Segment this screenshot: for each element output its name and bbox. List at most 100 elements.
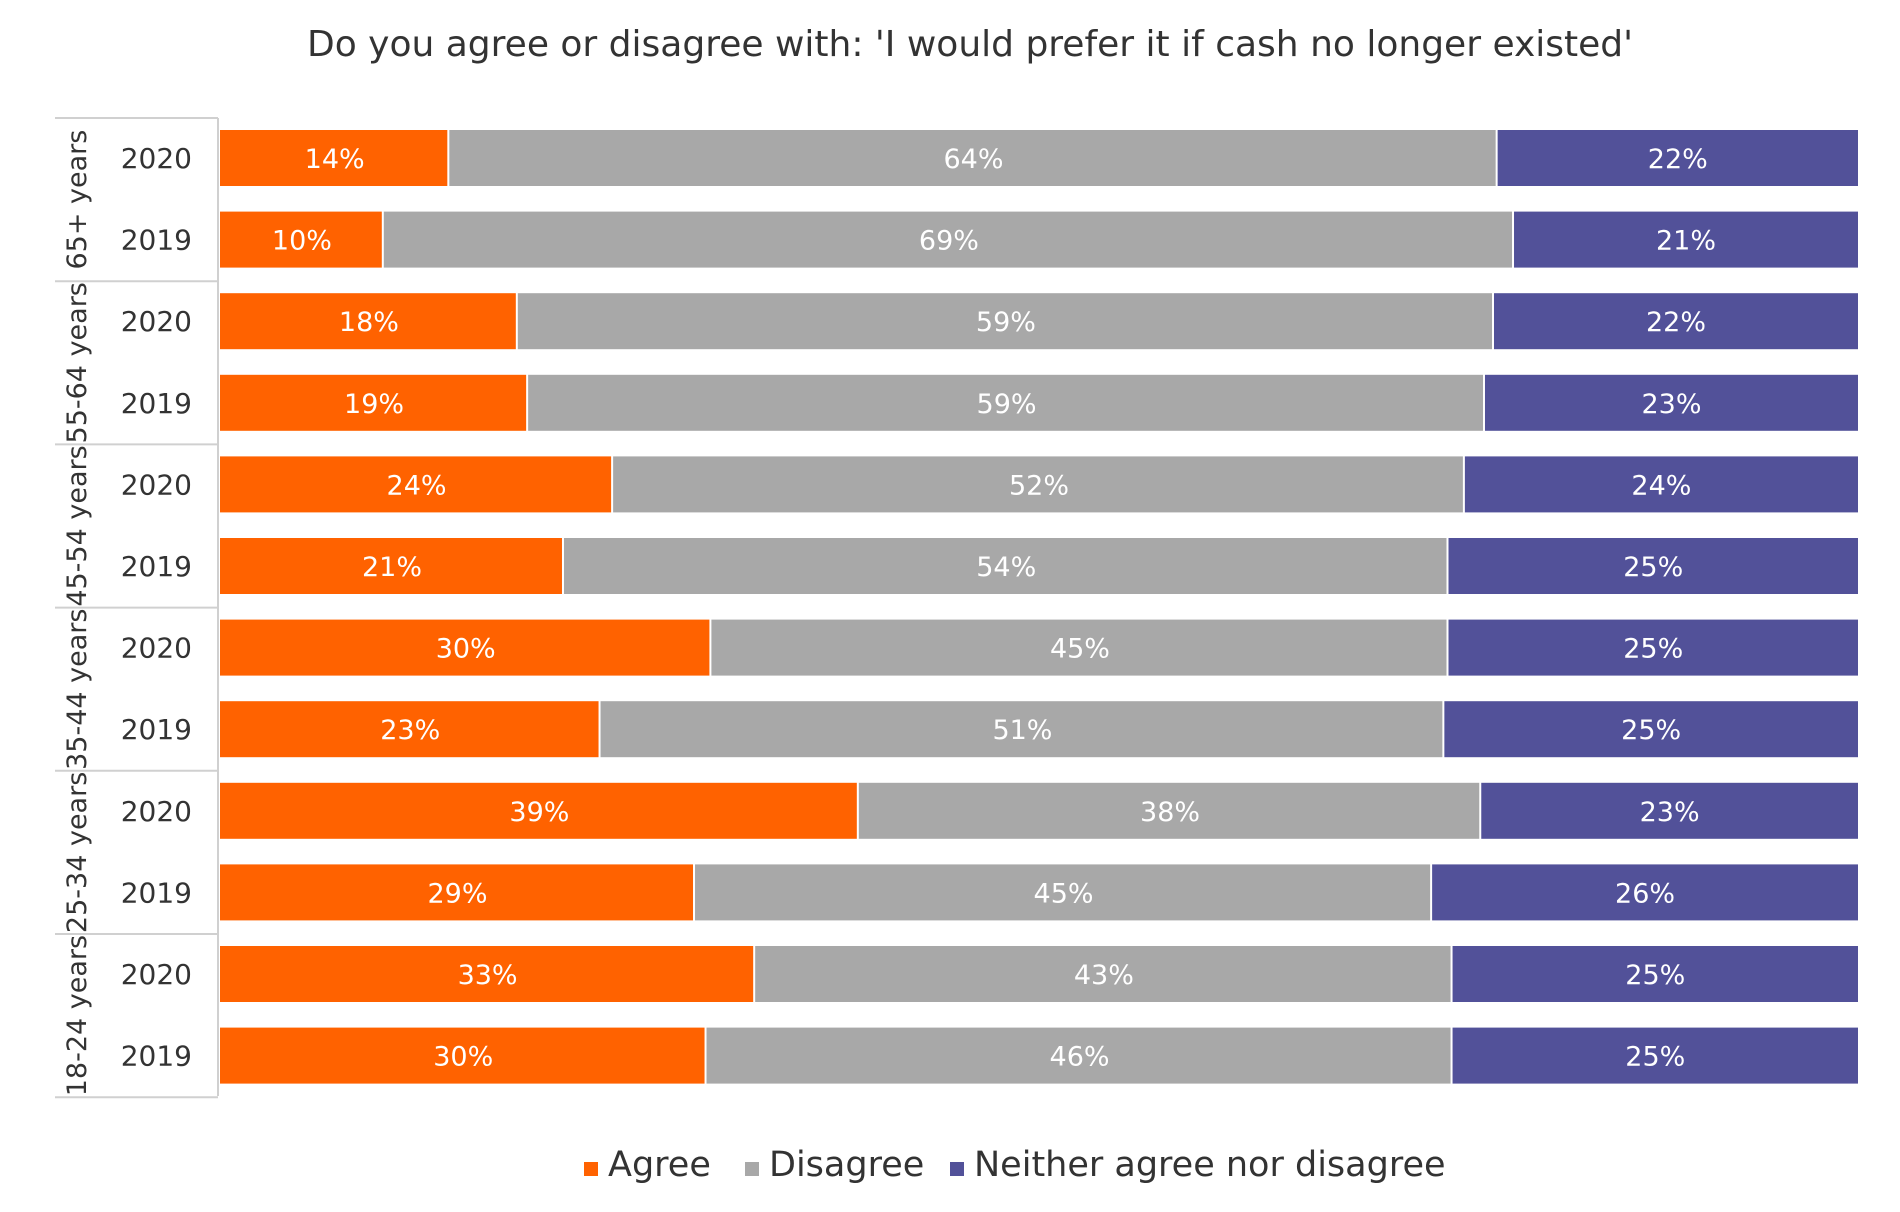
bar-segment-disagree [706, 1027, 1451, 1084]
data-label: 22% [1648, 144, 1708, 175]
data-label: 25% [1623, 634, 1683, 665]
legend-label: Agree [608, 1145, 711, 1185]
bar-segment-disagree [613, 456, 1463, 513]
data-label: 23% [1641, 389, 1701, 420]
data-label: 23% [1640, 797, 1700, 828]
legend: Agree Disagree Neither agree nor disagree [584, 1145, 1446, 1185]
bar-segment-disagree [858, 782, 1480, 839]
bar-segment-agree [220, 374, 527, 431]
data-label: 29% [428, 878, 488, 909]
bar-segment-neither-agree-nor-disagree [1432, 864, 1858, 921]
data-label: 69% [919, 226, 979, 257]
value-labels: 14% 64% 22% 10% 69% 21% 18% 59% 22% 19% 59% 23% 24% 5… [272, 144, 1716, 1073]
bar-segment-disagree [449, 130, 1496, 186]
data-label: 52% [1009, 470, 1069, 501]
data-label: 54% [976, 552, 1036, 583]
data-label: 18% [339, 307, 399, 338]
year-label: 2019 [121, 1040, 192, 1073]
bar-segment-neither-agree-nor-disagree [1452, 946, 1858, 1002]
bar-segment-neither-agree-nor-disagree [1514, 211, 1858, 268]
year-label: 2020 [121, 305, 192, 338]
year-label: 2019 [121, 713, 192, 746]
year-label: 2020 [121, 142, 192, 175]
data-label: 19% [344, 389, 404, 420]
year-label: 2020 [121, 632, 192, 665]
data-label: 21% [362, 552, 422, 583]
bar-segment-disagree [600, 701, 1443, 758]
group-label: 25-34 years [62, 772, 93, 933]
bar-segment-neither-agree-nor-disagree [1444, 701, 1858, 758]
data-label: 24% [1631, 470, 1691, 501]
year-label: 2019 [121, 550, 192, 583]
data-label: 51% [992, 715, 1052, 746]
group-label: 65+ years [62, 130, 93, 270]
bar-segment-agree [220, 211, 382, 268]
bar-segment-neither-agree-nor-disagree [1448, 538, 1858, 594]
data-label: 30% [436, 634, 496, 665]
bar-segment-agree [220, 946, 754, 1002]
group-label: 18-24 years [62, 935, 93, 1096]
data-label: 25% [1621, 715, 1681, 746]
year-label: 2019 [121, 876, 192, 909]
group-label: 35-44 years [62, 609, 93, 770]
bar-segment-agree [220, 701, 599, 758]
bar-segment-disagree [383, 211, 1513, 268]
data-label: 10% [272, 226, 332, 257]
data-label: 26% [1615, 878, 1675, 909]
bar-segment-agree [220, 864, 694, 921]
year-label: 2020 [121, 795, 192, 828]
bar-segment-neither-agree-nor-disagree [1464, 456, 1858, 513]
year-label: 2019 [121, 387, 192, 420]
bar-segment-agree [220, 130, 448, 186]
bar-segment-disagree [711, 619, 1447, 676]
data-label: 21% [1656, 226, 1716, 257]
bar-segment-disagree [528, 374, 1483, 431]
bar-segment-neither-agree-nor-disagree [1494, 293, 1858, 350]
bar-segment-disagree [517, 293, 1492, 350]
bar-segment-neither-agree-nor-disagree [1497, 130, 1858, 186]
data-label: 45% [1050, 634, 1110, 665]
data-label: 59% [976, 307, 1036, 338]
data-label: 64% [943, 144, 1003, 175]
chart-title: Do you agree or disagree with: 'I would … [307, 24, 1633, 65]
group-label: 55-64 years [62, 282, 93, 443]
data-label: 25% [1625, 960, 1685, 991]
data-label: 33% [458, 960, 518, 991]
bar-segment-disagree [563, 538, 1447, 594]
data-label: 30% [433, 1042, 493, 1073]
data-label: 23% [380, 715, 440, 746]
year-label: 2020 [121, 958, 192, 991]
bar-segment-neither-agree-nor-disagree [1452, 1027, 1858, 1084]
bar-segment-disagree [695, 864, 1431, 921]
bar-segment-neither-agree-nor-disagree [1448, 619, 1858, 676]
data-label: 24% [387, 470, 447, 501]
data-label: 43% [1074, 960, 1134, 991]
data-label: 59% [977, 389, 1037, 420]
bar-segment-neither-agree-nor-disagree [1481, 782, 1858, 839]
legend-swatch [950, 1162, 964, 1176]
legend-label: Disagree [769, 1145, 924, 1185]
legend-label: Neither agree nor disagree [974, 1145, 1446, 1185]
bar-segment-agree [220, 293, 516, 350]
group-label: 45-54 years [62, 445, 93, 606]
year-label: 2020 [121, 468, 192, 501]
year-label: 2019 [121, 224, 192, 257]
legend-swatch [745, 1162, 759, 1176]
data-label: 14% [305, 144, 365, 175]
data-label: 25% [1625, 1042, 1685, 1073]
bar-segment-agree [220, 1027, 705, 1084]
data-label: 46% [1050, 1042, 1110, 1073]
data-label: 39% [509, 797, 569, 828]
data-label: 22% [1646, 307, 1706, 338]
data-label: 25% [1623, 552, 1683, 583]
bar-segment-agree [220, 456, 612, 513]
bar-segment-neither-agree-nor-disagree [1484, 374, 1858, 431]
bar-segment-agree [220, 782, 857, 839]
bar-segment-disagree [755, 946, 1451, 1002]
data-label: 45% [1034, 878, 1094, 909]
legend-swatch [584, 1162, 598, 1176]
bars [220, 130, 1858, 1084]
data-label: 38% [1140, 797, 1200, 828]
